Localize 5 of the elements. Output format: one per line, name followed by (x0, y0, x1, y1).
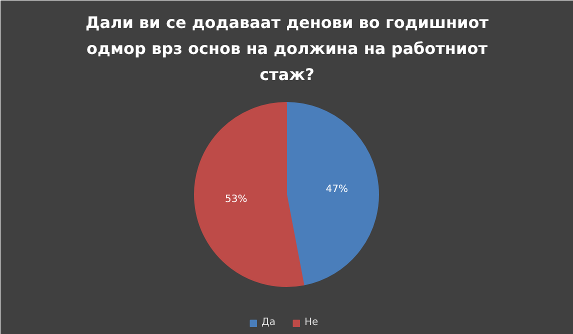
data-label: 47% (326, 184, 348, 196)
data-label: 53% (225, 194, 248, 205)
chart-title: Дали ви се додаваат денови во годишниот одмор врз основ на должина на работниот стаж? (86, 13, 490, 84)
legend-label: Не (304, 317, 320, 328)
legend-label: Да (262, 317, 276, 328)
